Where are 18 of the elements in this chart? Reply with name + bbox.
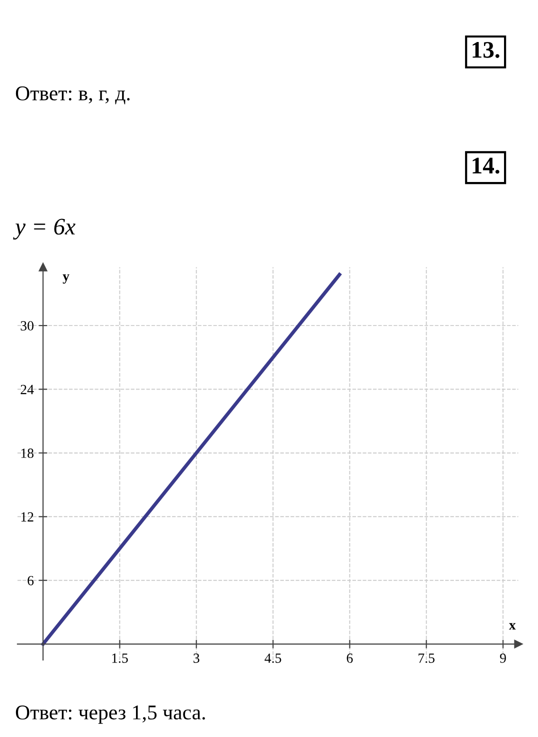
- text: Ответ: в, г, д.: [16, 86, 130, 104]
- text: Ответ: через 1,5 часа.: [16, 706, 205, 724]
- x-tick-label: 4.5: [264, 654, 282, 663]
- y-tick-label: 24: [20, 384, 34, 394]
- chart-title: y = 6x: [13, 218, 76, 240]
- x-tick-label: 3: [194, 654, 200, 663]
- x-axis-title: x: [508, 623, 516, 630]
- x-tick-label: 1.5: [112, 654, 128, 663]
- x-tick-label: 7.5: [418, 654, 435, 663]
- y-axis-title: y: [62, 274, 70, 284]
- text: 14.: [472, 158, 500, 174]
- y-tick-label: 12: [21, 512, 34, 522]
- y-tick-label: 6: [28, 576, 34, 586]
- x-tick-label: 9: [500, 654, 506, 663]
- text: 13.: [472, 42, 500, 58]
- y-tick-label: 18: [21, 448, 34, 458]
- y-tick-label: 30: [20, 321, 34, 331]
- x-tick-label: 6: [346, 654, 353, 663]
